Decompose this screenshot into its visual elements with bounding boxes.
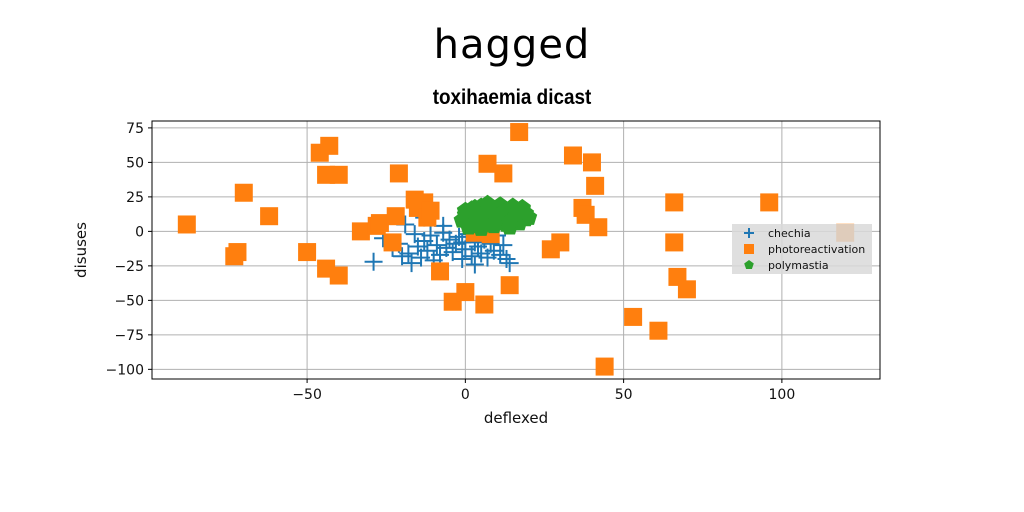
photoreactivation-point [582, 153, 601, 172]
legend-marker-chechia [744, 228, 754, 238]
y-tick-label: 25 [126, 190, 144, 206]
photoreactivation-point [431, 262, 450, 281]
axis-ticks: −50 0 50 100 75 50 25 0 −25 −50 −75 −100 [106, 121, 796, 403]
y-tick-label: 50 [126, 155, 144, 171]
photoreactivation-point [260, 207, 279, 226]
polymastia-point [456, 201, 474, 218]
photoreactivation-point [177, 215, 196, 234]
chechia-point [494, 236, 513, 255]
x-tick-label: 0 [461, 387, 470, 403]
photoreactivation-point [665, 233, 684, 252]
photoreactivation-point [624, 307, 643, 326]
x-tick-label: −50 [292, 387, 322, 403]
photoreactivation-point [370, 214, 389, 233]
polymastia-point [475, 215, 493, 232]
plot-area-frame [151, 120, 881, 380]
chart-title: toxihaemia dicast [432, 86, 592, 109]
photoreactivation-point [234, 183, 253, 202]
chechia-point [405, 225, 424, 244]
photoreactivation-point [475, 295, 494, 314]
x-axis-label: deflexed [484, 409, 548, 427]
chechia-point [399, 244, 418, 263]
photoreactivation-point [551, 233, 570, 252]
chechia-point [497, 249, 516, 268]
photoreactivation-point [595, 357, 614, 376]
photoreactivation-point [589, 218, 608, 237]
photoreactivation-point [228, 243, 247, 262]
figure-title: hagged [433, 22, 591, 68]
photoreactivation-point [351, 222, 370, 241]
chechia-point [427, 236, 446, 255]
photoreactivation-point [389, 164, 408, 183]
photoreactivation-point [649, 321, 668, 340]
chechia-point [402, 254, 421, 273]
legend-label-chechia: chechia [768, 227, 811, 240]
legend-label-polymastia: polymastia [768, 259, 829, 272]
y-tick-label: 75 [126, 121, 144, 137]
y-tick-label: 0 [135, 224, 144, 240]
chechia-point [462, 247, 481, 266]
x-tick-label: 50 [615, 387, 633, 403]
legend-marker-polymastia [744, 260, 754, 269]
y-tick-label: −75 [114, 328, 144, 344]
photoreactivation-point [586, 176, 605, 195]
x-tick-label: 100 [769, 387, 796, 403]
photoreactivation-point [421, 201, 440, 220]
photoreactivation-point [510, 123, 529, 142]
photoreactivation-point [760, 193, 779, 212]
legend-marker-photoreactivation [744, 244, 754, 254]
chechia-point [421, 226, 440, 245]
polymastia-point [513, 203, 531, 220]
chechia-point [434, 216, 453, 235]
photoreactivation-point [456, 283, 475, 302]
legend: chechia photoreactivation polymastia [732, 224, 872, 274]
photoreactivation-point [386, 207, 405, 226]
chechia-point [453, 249, 472, 268]
chechia-point [418, 241, 437, 260]
y-tick-label: −50 [114, 293, 144, 309]
photoreactivation-point [478, 154, 497, 173]
photoreactivation-point [320, 136, 339, 155]
y-tick-label: −25 [114, 259, 144, 275]
chechia-point [500, 254, 519, 273]
chechia-point [443, 243, 462, 262]
y-axis-label: disuses [72, 222, 90, 278]
photoreactivation-point [665, 193, 684, 212]
y-tick-label: −100 [106, 362, 144, 378]
chechia-point [453, 233, 472, 252]
photoreactivation-point [383, 233, 402, 252]
photoreactivation-point [298, 243, 317, 262]
photoreactivation-point [563, 146, 582, 165]
photoreactivation-point [500, 276, 519, 295]
chechia-point [465, 255, 484, 274]
photoreactivation-point [677, 280, 696, 299]
polymastia-point [501, 212, 519, 229]
chechia-point [364, 252, 383, 271]
photoreactivation-point [329, 266, 348, 285]
legend-box [732, 224, 872, 274]
photoreactivation-point [494, 164, 513, 183]
legend-label-photoreactivation: photoreactivation [768, 243, 865, 256]
photoreactivation-point [329, 165, 348, 184]
